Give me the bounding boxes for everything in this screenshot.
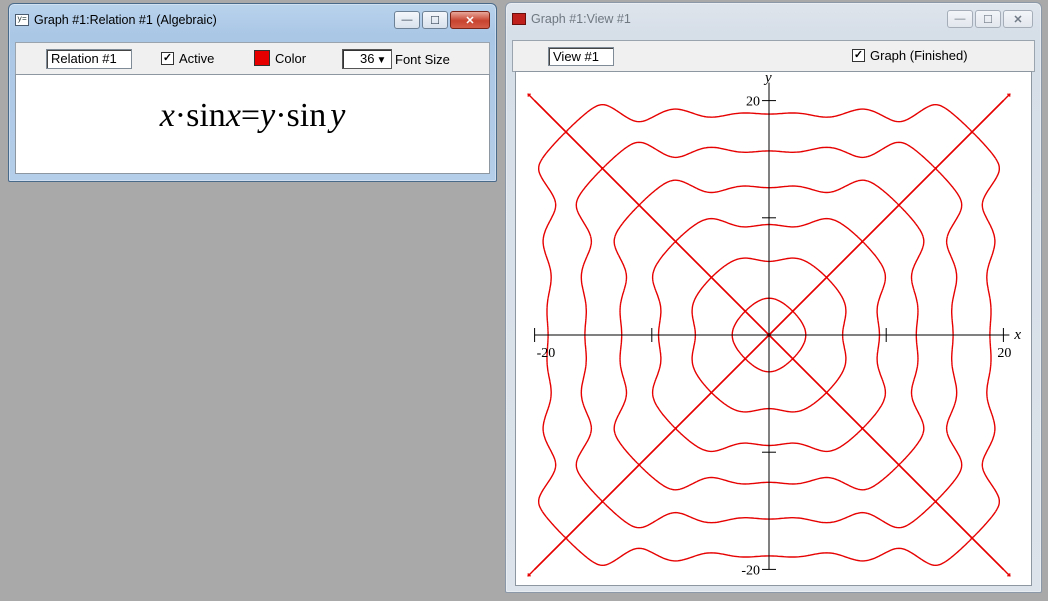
window-controls: — ☐ ✕ — [947, 10, 1033, 28]
font-size-value: 36 — [360, 51, 375, 66]
minimize-icon: — — [954, 13, 966, 25]
graph-view-icon — [512, 13, 526, 25]
font-size-label: Font Size — [395, 52, 450, 67]
minimize-button[interactable]: — — [394, 11, 420, 29]
active-label: Active — [179, 51, 215, 66]
relation-editor[interactable]: x·sinx=y·sin y — [15, 74, 490, 174]
x-tick-label: 20 — [997, 346, 1011, 361]
relation-formula[interactable]: x·sinx=y·sin y — [16, 97, 489, 135]
formula-dot: · — [275, 97, 287, 134]
y-tick-label: -20 — [741, 563, 760, 578]
window-controls: — ☐ ✕ — [394, 11, 490, 29]
close-button[interactable]: ✕ — [1003, 10, 1033, 28]
minimize-icon: — — [401, 14, 413, 26]
formula-sin: sin — [286, 97, 327, 134]
relation-app-icon: y= — [15, 14, 29, 26]
font-size-select[interactable]: 36 ▼ — [342, 49, 392, 69]
graph-check-icon: ✓ — [852, 49, 865, 62]
active-check-icon: ✓ — [161, 52, 174, 65]
x-axis-label: x — [1013, 327, 1021, 343]
formula-y: y — [330, 97, 346, 134]
color-picker[interactable]: Color — [254, 50, 306, 66]
close-button[interactable]: ✕ — [450, 11, 490, 29]
maximize-icon: ☐ — [430, 14, 440, 27]
formula-equals: = — [240, 97, 261, 134]
relation-toolbar: Relation #1 ✓ Active Color 36 ▼ Font Size — [15, 42, 490, 78]
view-window[interactable]: Graph #1:View #1 — ☐ ✕ View #1 ✓ Graph (… — [505, 2, 1042, 593]
formula-y: y — [260, 97, 276, 134]
window-title: Graph #1:Relation #1 (Algebraic) — [34, 13, 217, 27]
color-swatch — [254, 50, 270, 66]
window-title: Graph #1:View #1 — [531, 12, 631, 26]
relation-name-field[interactable]: Relation #1 — [46, 49, 132, 69]
formula-sin: sin — [186, 97, 226, 134]
view-window-titlebar[interactable]: Graph #1:View #1 — ☐ ✕ — [512, 8, 1035, 30]
y-tick-label: 20 — [746, 95, 760, 110]
graph-finished-checkbox[interactable]: ✓ Graph (Finished) — [852, 48, 968, 63]
dropdown-arrow-icon: ▼ — [376, 55, 387, 66]
graph-status-label: Graph (Finished) — [870, 48, 968, 63]
view-name-field[interactable]: View #1 — [548, 47, 614, 66]
maximize-button[interactable]: ☐ — [422, 11, 448, 29]
maximize-button[interactable]: ☐ — [975, 10, 1001, 28]
relation-window-titlebar[interactable]: y= Graph #1:Relation #1 (Algebraic) — ☐ … — [15, 9, 490, 31]
close-icon: ✕ — [1013, 13, 1023, 26]
view-toolbar: View #1 ✓ Graph (Finished) — [512, 40, 1035, 72]
formula-x: x — [225, 97, 241, 134]
x-tick-label: -20 — [537, 346, 556, 361]
relation-window[interactable]: y= Graph #1:Relation #1 (Algebraic) — ☐ … — [8, 3, 497, 182]
active-checkbox[interactable]: ✓ Active — [161, 51, 214, 66]
graph-canvas[interactable]: -20 20 20 -20 x y — [515, 71, 1032, 586]
formula-dot: · — [174, 97, 187, 134]
formula-x: x — [159, 97, 175, 134]
y-axis-label: y — [763, 72, 772, 86]
graph-plot[interactable]: -20 20 20 -20 x y — [516, 72, 1033, 585]
close-icon: ✕ — [465, 14, 475, 27]
maximize-icon: ☐ — [983, 13, 993, 26]
color-label: Color — [275, 50, 307, 66]
minimize-button[interactable]: — — [947, 10, 973, 28]
